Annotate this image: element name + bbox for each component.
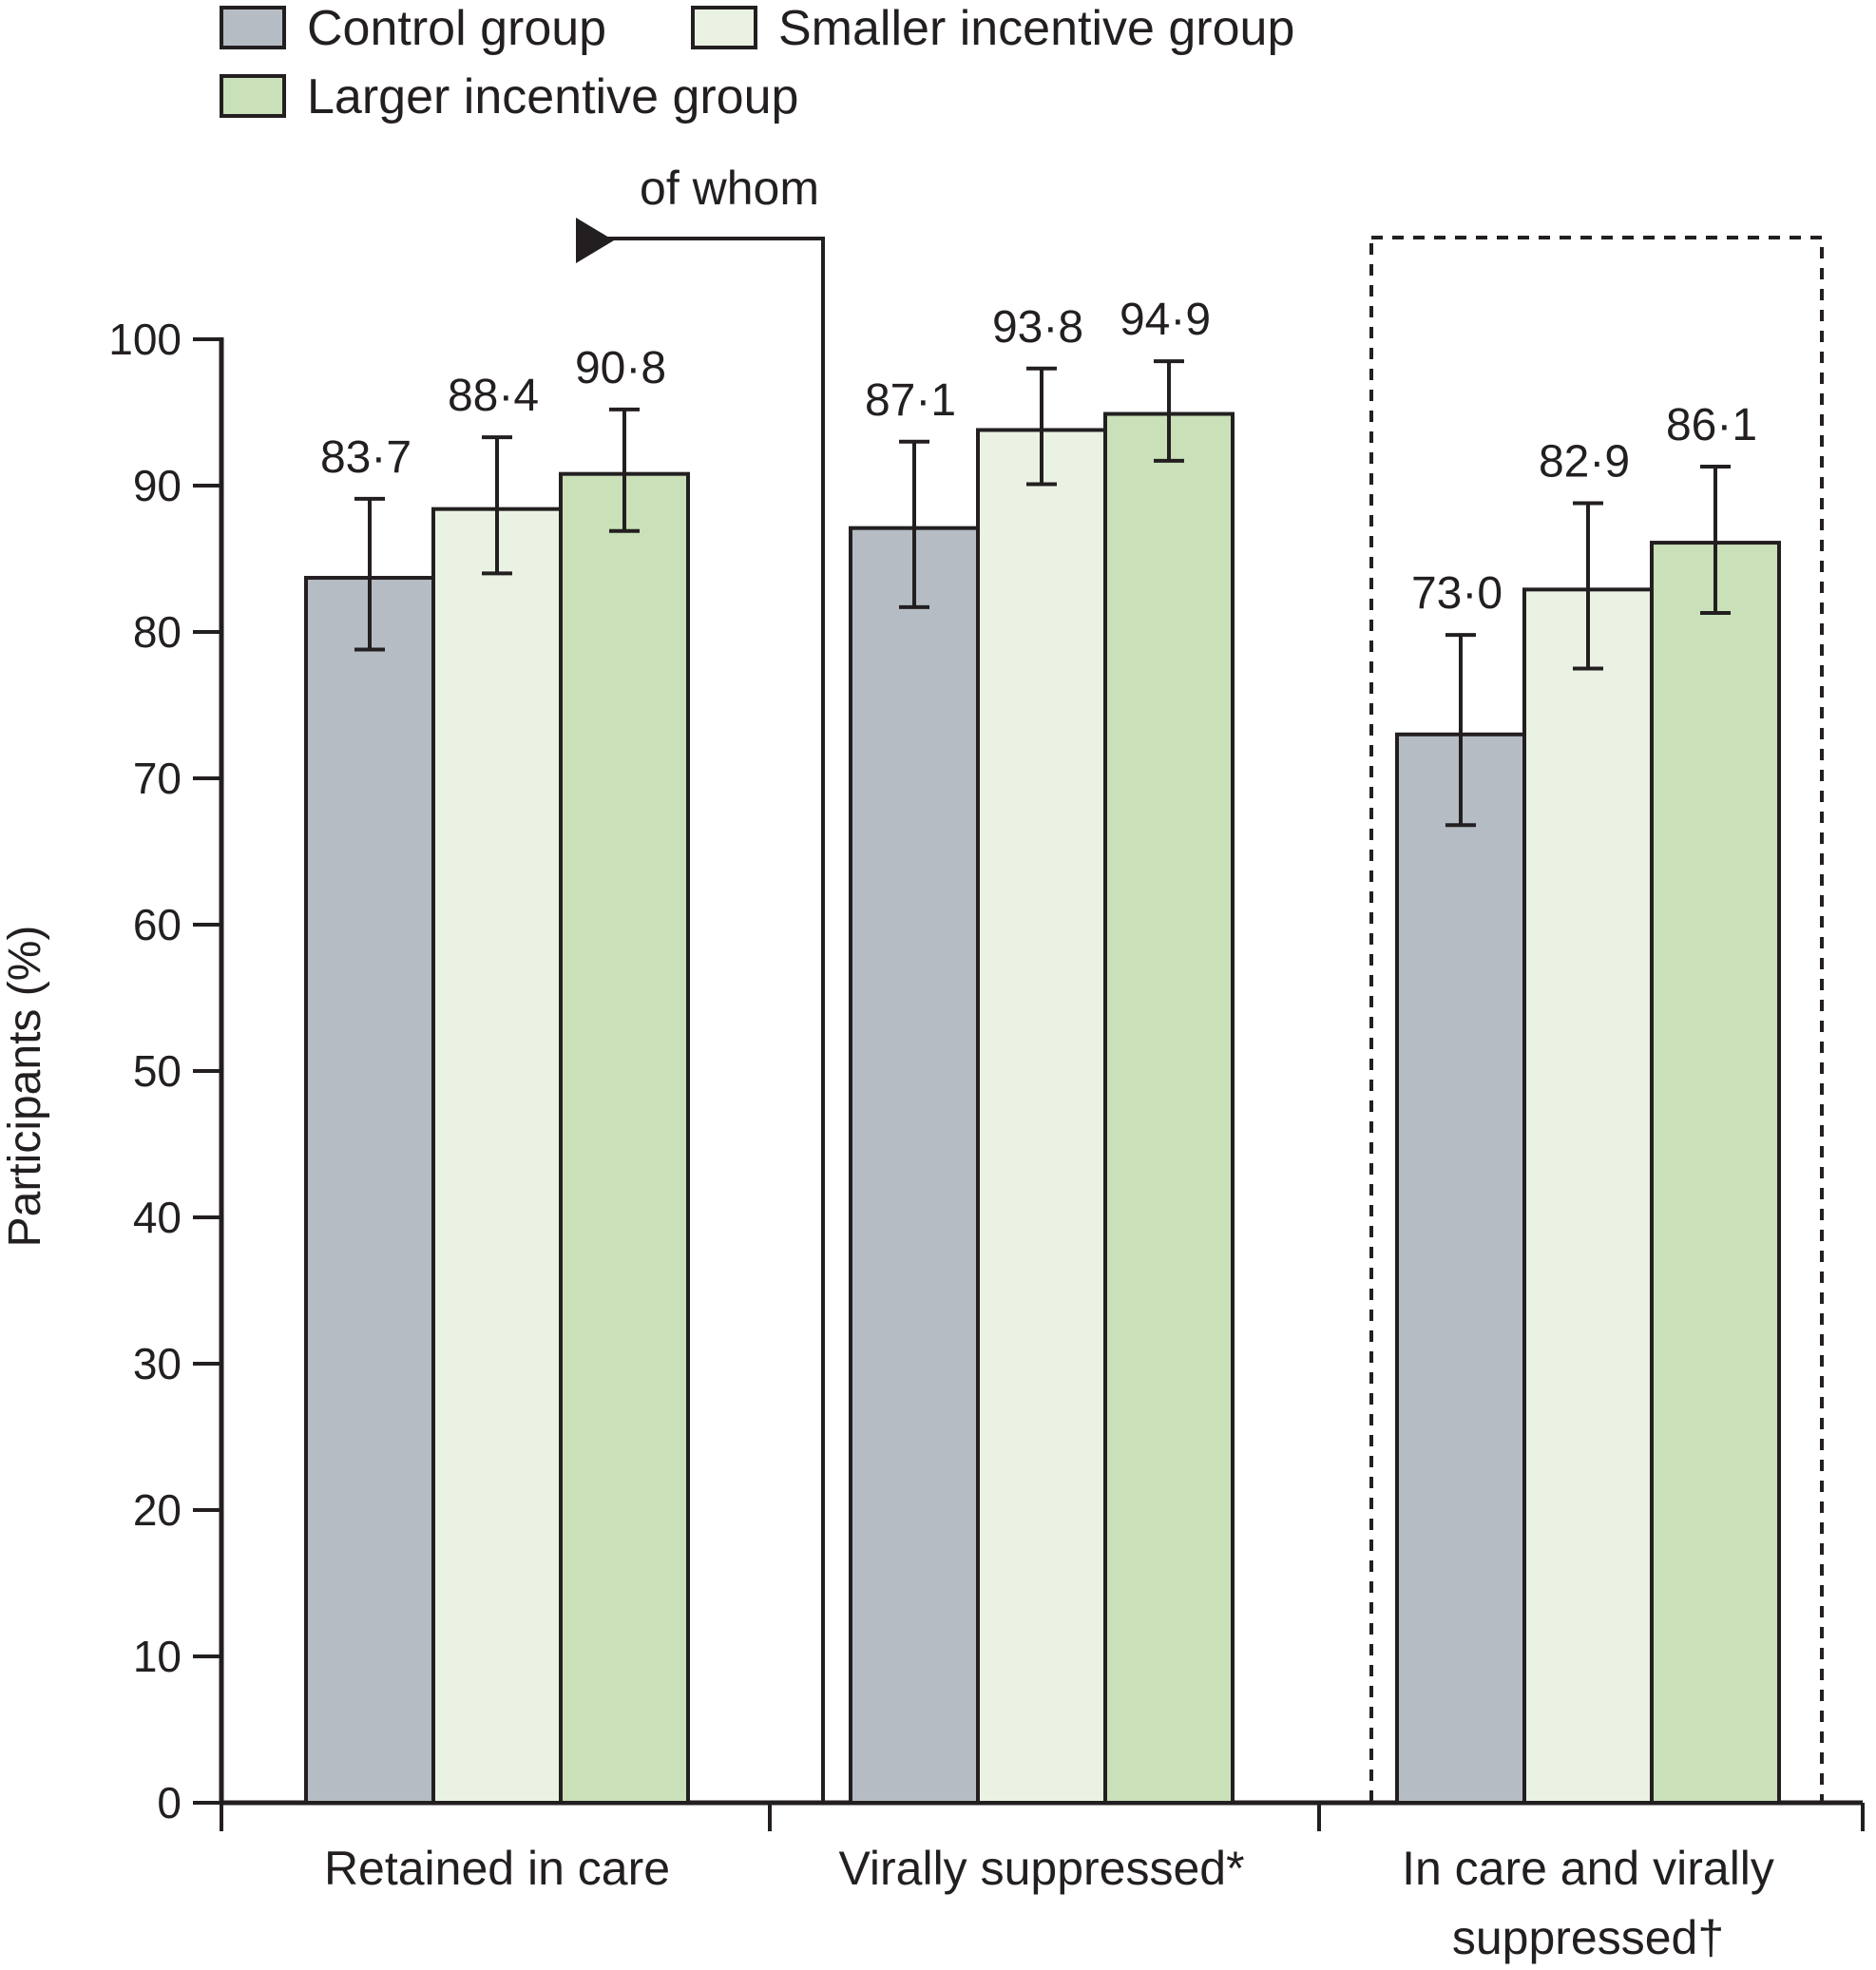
bars [304,359,1781,1806]
legend-label: Larger incentive group [307,69,798,124]
data-label: 90·8 [575,343,666,393]
annotation-label: of whom [640,162,819,215]
of-whom-connector [604,237,825,1803]
data-label: 83·7 [320,432,412,483]
data-label: 94·9 [1120,295,1211,345]
legend-swatch [220,6,286,49]
bar [1522,587,1654,1806]
y-tick-label: 80 [133,607,182,657]
legend-label: Control group [307,1,606,56]
legend-label: Smaller incentive group [778,1,1294,56]
bar [849,526,980,1805]
y-tick-label: 90 [133,461,182,510]
y-tick-label: 70 [133,754,182,803]
category-label: Retained in care [324,1842,670,1895]
arrowhead-icon [576,218,614,263]
bar [1395,732,1526,1805]
bar [431,507,563,1805]
data-label: 73·0 [1411,568,1503,619]
labels: 83·7 87·1 73·0 88·4 93·8 82·9 90·8 94·9 86·1 Reta… [320,295,1774,1964]
bar [304,576,435,1805]
bar [559,471,690,1805]
data-label: 88·4 [448,371,539,421]
category-label: In care and virally [1402,1842,1774,1895]
legend-swatch [220,74,286,118]
y-tick-label: 30 [133,1339,182,1388]
y-tick-label: 60 [133,900,182,949]
bar [1103,411,1235,1805]
y-tick-label: 10 [133,1632,182,1681]
axes: 0 10 20 30 40 50 60 70 80 90 100 [108,315,1865,1831]
category-label: Virally suppressed* [838,1842,1244,1895]
bar [976,428,1107,1806]
y-axis-title: Participants (%) [0,926,50,1248]
data-label: 82·9 [1539,436,1630,487]
y-tick-label: 0 [157,1778,182,1827]
y-tick-label: 40 [133,1193,182,1242]
data-label: 87·1 [865,375,956,426]
data-label: 86·1 [1666,400,1757,450]
y-tick-label: 50 [133,1046,182,1096]
category-label: suppressed† [1452,1911,1724,1964]
bar [1650,541,1781,1805]
y-tick-label: 100 [108,315,182,364]
legend-swatch [691,6,757,49]
data-label: 93·8 [992,302,1083,353]
y-tick-label: 20 [133,1485,182,1535]
legend: Control group Smaller incentive group Larg… [220,1,1294,124]
